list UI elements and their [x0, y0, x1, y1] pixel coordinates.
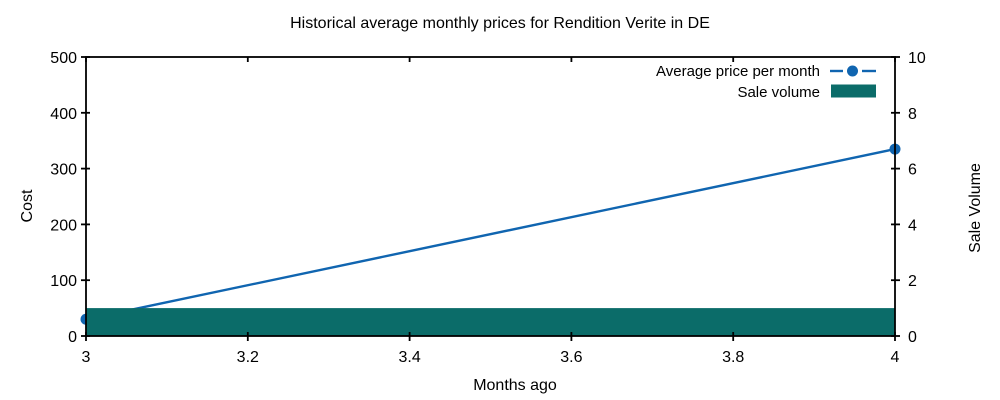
- y-left-tick-label: 200: [50, 217, 77, 234]
- y-right-tick-label: 2: [908, 273, 917, 290]
- bar-series-layer: [86, 308, 895, 336]
- price-line: [85, 147, 896, 321]
- x-tick-label: 3.8: [722, 349, 744, 366]
- y-left-tick-label: 300: [50, 162, 77, 179]
- y-right-tick-label: 8: [908, 106, 917, 123]
- y-left-tick-label: 400: [50, 106, 77, 123]
- legend: Average price per month Sale volume: [656, 63, 876, 101]
- legend-label-price: Average price per month: [656, 63, 820, 80]
- sale-volume-bar: [86, 308, 491, 336]
- legend-bar-swatch-icon: [831, 84, 876, 98]
- sale-volume-bar: [490, 308, 895, 336]
- y-right-tick-label: 0: [908, 329, 917, 346]
- y-left-tick-label: 0: [68, 329, 77, 346]
- chart-title: Historical average monthly prices for Re…: [290, 15, 710, 32]
- y-axis-label-right: Sale Volume: [967, 163, 984, 253]
- x-tick-label: 3: [82, 349, 91, 366]
- y-right-tick-label: 4: [908, 217, 917, 234]
- x-tick-label: 3.2: [237, 349, 259, 366]
- plot-border: [85, 56, 896, 337]
- y-left-tick-label: 100: [50, 273, 77, 290]
- x-tick-label: 3.4: [398, 349, 420, 366]
- y-right-tick-label: 10: [908, 50, 926, 67]
- x-axis-label: Months ago: [473, 377, 557, 394]
- legend-line-sample-icon: [830, 65, 876, 77]
- x-tick-label: 3.6: [560, 349, 582, 366]
- legend-label-volume: Sale volume: [737, 84, 820, 101]
- y-axis-label-left: Cost: [19, 189, 36, 222]
- x-tick-label: 4: [891, 349, 900, 366]
- line-series-layer: [80, 143, 901, 325]
- y-right-tick-label: 6: [908, 162, 917, 179]
- y-left-tick-label: 500: [50, 50, 77, 67]
